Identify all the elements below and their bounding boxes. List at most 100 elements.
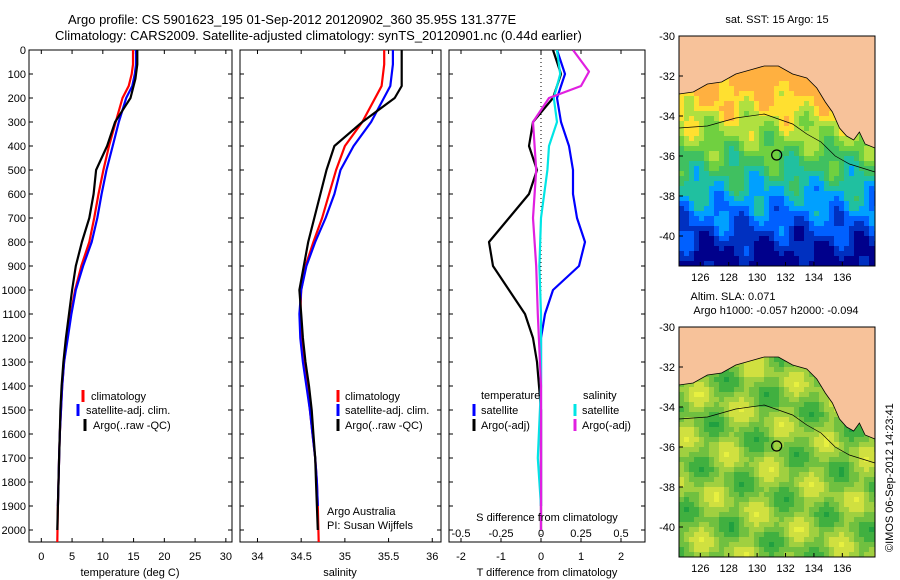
map-cell (844, 512, 850, 518)
map-cell (789, 171, 795, 177)
map-cell (679, 126, 685, 132)
map-cell (809, 442, 815, 448)
map-cell (764, 387, 770, 393)
map-cell (754, 121, 760, 127)
map-cell (709, 527, 715, 533)
map-cell (769, 367, 775, 373)
map-cell (759, 542, 765, 548)
map-cell (799, 467, 805, 473)
map-cell (709, 537, 715, 543)
map-cell (799, 377, 805, 383)
map-cell (724, 231, 730, 237)
map-cell (779, 116, 785, 122)
map-cell (794, 517, 800, 523)
map-cell (854, 462, 860, 468)
map-cell (829, 196, 835, 202)
map-cell (754, 166, 760, 172)
map-cell (794, 96, 800, 102)
map-cell (844, 256, 850, 262)
map-cell (739, 111, 745, 117)
map-cell (854, 226, 860, 232)
legend-label-temp-sat: satellite (481, 405, 518, 417)
map-cell (724, 151, 730, 157)
map-cell (769, 141, 775, 147)
map-cell (699, 231, 705, 237)
map-cell (709, 171, 715, 177)
map-cell (714, 176, 720, 182)
map-cell (869, 527, 875, 533)
map-cell (709, 462, 715, 468)
map-cell (764, 547, 770, 553)
map-cell (774, 447, 780, 453)
map-cell (754, 542, 760, 548)
map-cell (759, 357, 765, 363)
map-cell (804, 91, 810, 97)
map-cell (749, 141, 755, 147)
map-cell (729, 477, 735, 483)
map-cell (704, 542, 710, 548)
map-cell (834, 507, 840, 513)
map-cell (839, 542, 845, 548)
map-cell (824, 256, 830, 262)
map-cell (869, 236, 875, 242)
map-cell (824, 226, 830, 232)
map-cell (779, 402, 785, 408)
map-cell (749, 497, 755, 503)
map-cell (814, 211, 820, 217)
map-cell (749, 477, 755, 483)
map-cell (744, 517, 750, 523)
map-cell (714, 412, 720, 418)
map-cell (794, 487, 800, 493)
map-cell (814, 191, 820, 197)
map-cell (794, 221, 800, 227)
map-cell (809, 196, 815, 202)
map-cell (739, 86, 745, 92)
map-cell (869, 216, 875, 222)
map-cell (739, 221, 745, 227)
map-cell (744, 392, 750, 398)
map-cell (759, 407, 765, 413)
map-cell (709, 482, 715, 488)
map-cell (764, 512, 770, 518)
map-cell (809, 86, 815, 92)
map-cell (784, 522, 790, 528)
map-cell (729, 236, 735, 242)
map-cell (739, 136, 745, 142)
map-cell (754, 472, 760, 478)
map-cell (699, 226, 705, 232)
map-cell (819, 457, 825, 463)
map-cell (699, 457, 705, 463)
map-cell (719, 121, 725, 127)
map-cell (799, 507, 805, 513)
map-cell (779, 477, 785, 483)
map-cell (679, 181, 685, 187)
x-tick-label: 10 (97, 551, 109, 563)
map-cell (734, 442, 740, 448)
map-cell (779, 216, 785, 222)
map-cell (839, 527, 845, 533)
map-cell (679, 532, 685, 538)
map-cell (724, 216, 730, 222)
map-cell (719, 497, 725, 503)
map-cell (749, 412, 755, 418)
map-cell (679, 196, 685, 202)
map-cell (709, 497, 715, 503)
map-cell (714, 442, 720, 448)
map-cell (744, 81, 750, 87)
map-cell (679, 417, 685, 423)
map-cell (794, 452, 800, 458)
map-cell (849, 256, 855, 262)
map-cell (814, 397, 820, 403)
y-tick-label: 800 (8, 237, 26, 249)
map-cell (684, 91, 690, 97)
map-cell (729, 392, 735, 398)
map-cell (729, 206, 735, 212)
map-cell (789, 101, 795, 107)
map-cell (709, 181, 715, 187)
map-cell (699, 96, 705, 102)
map-cell (799, 221, 805, 227)
map-cell (814, 141, 820, 147)
map-cell (729, 101, 735, 107)
map-cell (824, 136, 830, 142)
map-cell (709, 502, 715, 508)
